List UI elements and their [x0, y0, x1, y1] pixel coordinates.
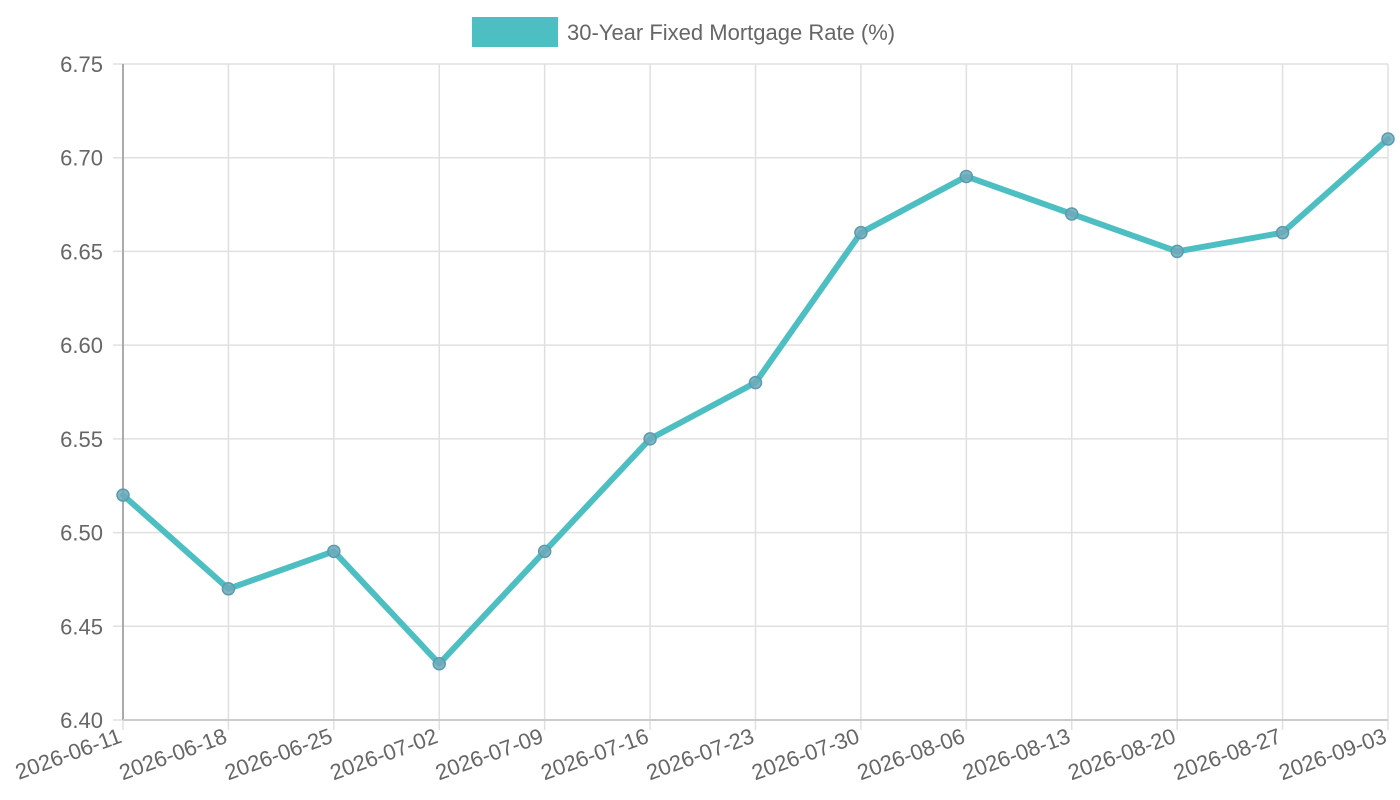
y-tick-label: 6.45: [60, 614, 103, 639]
y-tick-label: 6.70: [60, 146, 103, 171]
x-tick-label: 2026-06-25: [221, 723, 335, 785]
x-tick-label: 2026-07-09: [432, 723, 546, 785]
data-point[interactable]: [221, 582, 236, 596]
x-tick-label: 2026-08-06: [854, 723, 968, 785]
axes: [122, 64, 1388, 721]
data-point[interactable]: [854, 225, 868, 240]
x-tick-label: 2026-07-02: [327, 723, 441, 785]
y-tick-label: 6.65: [60, 239, 103, 264]
y-tick-label: 6.40: [60, 708, 103, 733]
x-tick-label: 2026-08-20: [1065, 723, 1179, 785]
data-point[interactable]: [537, 544, 552, 559]
x-tick-label: 2026-08-27: [1170, 723, 1284, 785]
y-tick-label: 6.60: [60, 333, 103, 358]
legend-label: 30-Year Fixed Mortgage Rate (%): [567, 20, 895, 45]
y-tick-label: 6.50: [60, 521, 103, 546]
grid: [113, 63, 1389, 730]
data-point[interactable]: [116, 488, 130, 502]
y-tick-label: 6.55: [60, 427, 103, 452]
data-point[interactable]: [1170, 244, 1184, 259]
data-point[interactable]: [1381, 132, 1395, 146]
x-tick-label: 2026-07-30: [748, 723, 862, 785]
data-point[interactable]: [1065, 207, 1079, 221]
series-layer: [116, 132, 1395, 671]
legend-swatch: [472, 17, 558, 47]
data-point[interactable]: [1275, 225, 1290, 240]
x-tick-label: 2026-08-13: [959, 723, 1073, 785]
data-point[interactable]: [327, 544, 341, 559]
y-tick-label: 6.75: [60, 52, 103, 77]
data-point[interactable]: [959, 169, 974, 184]
x-tick-label: 2026-09-03: [1275, 723, 1389, 785]
y-tick-labels: 6.40 6.45 6.50 6.55 6.60 6.65 6.70 6.75: [60, 52, 103, 733]
data-point[interactable]: [748, 375, 763, 390]
data-point[interactable]: [432, 657, 446, 671]
x-tick-label: 2026-07-23: [643, 723, 757, 785]
data-point[interactable]: [643, 432, 657, 446]
legend: 30-Year Fixed Mortgage Rate (%): [472, 17, 895, 47]
x-tick-labels: 2026-06-112026-06-182026-06-252026-07-02…: [12, 723, 1390, 785]
x-tick-label: 2026-07-16: [537, 723, 651, 785]
x-tick-label: 2026-06-18: [116, 723, 230, 785]
